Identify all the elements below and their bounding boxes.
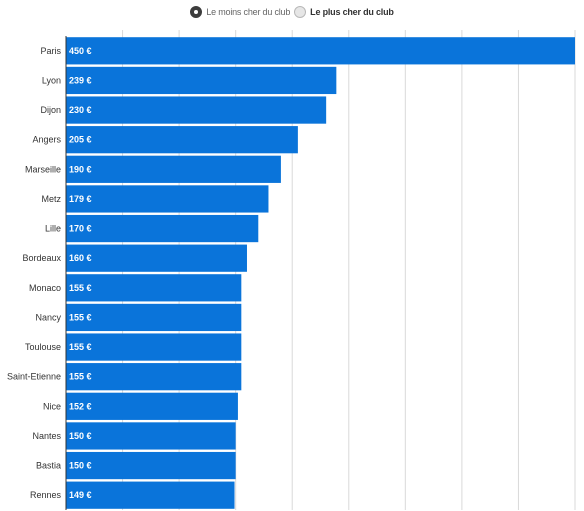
category-label: Lille [45,224,61,234]
bar[interactable] [66,451,236,480]
value-label: 155 € [69,372,92,382]
bar[interactable] [66,363,242,391]
category-label: Metz [41,194,61,204]
value-label: 230 € [69,105,92,115]
category-label: Marseille [25,164,61,174]
bar[interactable] [66,126,298,154]
bar[interactable] [66,66,337,95]
category-label: Nancy [35,312,61,322]
value-label: 150 € [69,461,92,471]
category-label: Rennes [30,490,62,500]
price-toggle: Le moins cher du club Le plus cher du cl… [0,2,584,22]
category-label: Nice [43,401,61,411]
bar[interactable] [66,481,235,509]
value-label: 155 € [69,342,92,352]
category-label: Dijon [40,105,61,115]
category-label: Nantes [32,431,61,441]
option-most-expensive-label: Le plus cher du club [310,7,394,17]
value-label: 190 € [69,164,92,174]
category-label: Saint-Etienne [7,372,61,382]
category-label: Angers [32,135,61,145]
category-label: Bastia [36,461,61,471]
value-label: 205 € [69,135,92,145]
bar[interactable] [66,214,259,243]
bar[interactable] [66,37,575,65]
value-label: 160 € [69,253,92,263]
category-label: Lyon [42,75,61,85]
category-label: Monaco [29,283,61,293]
value-label: 179 € [69,194,92,204]
bar[interactable] [66,185,269,213]
value-label: 152 € [69,401,92,411]
value-label: 450 € [69,46,92,56]
option-cheapest[interactable]: Le moins cher du club [190,6,290,18]
bar[interactable] [66,303,242,332]
bar[interactable] [66,333,242,361]
option-cheapest-label: Le moins cher du club [206,7,291,17]
bar[interactable] [66,274,242,302]
category-label: Bordeaux [22,253,61,263]
value-label: 150 € [69,431,92,441]
category-label: Toulouse [25,342,61,352]
value-label: 155 € [69,283,92,293]
category-label: Paris [40,46,61,56]
value-label: 149 € [69,490,92,500]
value-label: 239 € [69,75,92,85]
bar[interactable] [66,422,236,450]
bar[interactable] [66,96,327,124]
bar[interactable] [66,392,238,420]
value-label: 155 € [69,312,92,322]
bar[interactable] [66,244,247,272]
radio-selected-icon[interactable] [190,6,203,18]
radio-unselected-icon[interactable] [294,6,307,18]
option-most-expensive[interactable]: Le plus cher du club [294,6,394,18]
value-label: 170 € [69,224,92,234]
bar[interactable] [66,155,281,183]
